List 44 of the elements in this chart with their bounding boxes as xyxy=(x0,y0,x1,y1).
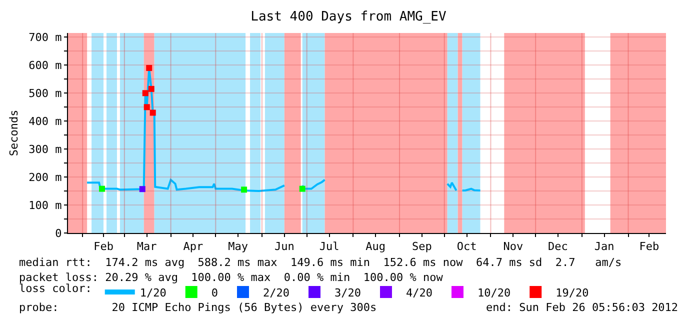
y-axis-title: Seconds xyxy=(7,110,20,156)
text: probe: 20 ICMP Echo Pings (56 Bytes) every 300s xyxy=(19,301,377,314)
x-tick-label: Apr xyxy=(183,240,204,254)
legend-label: 3/20 xyxy=(334,286,361,300)
y-tick-label: 700 m xyxy=(28,31,62,44)
point xyxy=(146,64,152,71)
y-tick-label: 100 m xyxy=(28,198,62,212)
x-tick-label: Aug xyxy=(366,240,386,254)
point xyxy=(241,186,248,193)
y-tick-label: 200 m xyxy=(28,170,62,184)
y-tick-label: 500 m xyxy=(28,86,62,100)
x-tick-label: May xyxy=(228,240,248,254)
x-tick-label: Oct xyxy=(456,240,477,254)
legend-label: 2/20 xyxy=(262,286,290,300)
x-tick-label: Jul xyxy=(319,240,340,254)
legend-title: loss color: xyxy=(19,282,92,295)
x-tick-label: Dec xyxy=(548,240,568,254)
legend-label: 0 xyxy=(211,286,218,300)
text: end: Sun Feb 26 05:56:03 2012 xyxy=(486,301,678,314)
x-tick-label: Sep xyxy=(412,240,432,254)
y-tick-label: 400 m xyxy=(28,114,62,128)
point xyxy=(150,110,156,116)
point xyxy=(299,186,306,192)
point xyxy=(148,86,154,92)
legend-label: 4/20 xyxy=(406,286,432,300)
legend-label: 19/20 xyxy=(556,286,589,300)
legend-label: 1/20 xyxy=(140,286,166,300)
text: packet loss: 20.29 % avg 100.00 % max 0.00 % min 100.00 % now xyxy=(19,271,444,284)
chart-title: Last 400 Days from AMG_EV xyxy=(250,10,447,25)
point xyxy=(142,90,148,96)
point xyxy=(99,186,106,192)
y-tick-label: 300 m xyxy=(28,142,62,156)
x-tick-label: Feb xyxy=(639,240,660,254)
point xyxy=(139,186,146,192)
x-tick-label: Mar xyxy=(136,240,158,254)
x-tick-label: Jun xyxy=(274,240,294,254)
y-tick-label: 0 xyxy=(55,226,62,240)
x-tick-label: Jan xyxy=(594,240,614,254)
text: median rtt: 174.2 ms avg 588.2 ms max 149.6 ms min 152.6 ms now 64.7 ms sd 2.7 am/s xyxy=(19,256,622,269)
point xyxy=(144,104,150,110)
y-tick-label: 600 m xyxy=(28,59,62,72)
x-tick-label: Nov xyxy=(503,240,524,254)
legend-label: 10/20 xyxy=(477,286,511,300)
x-tick-label: Feb xyxy=(94,240,114,254)
